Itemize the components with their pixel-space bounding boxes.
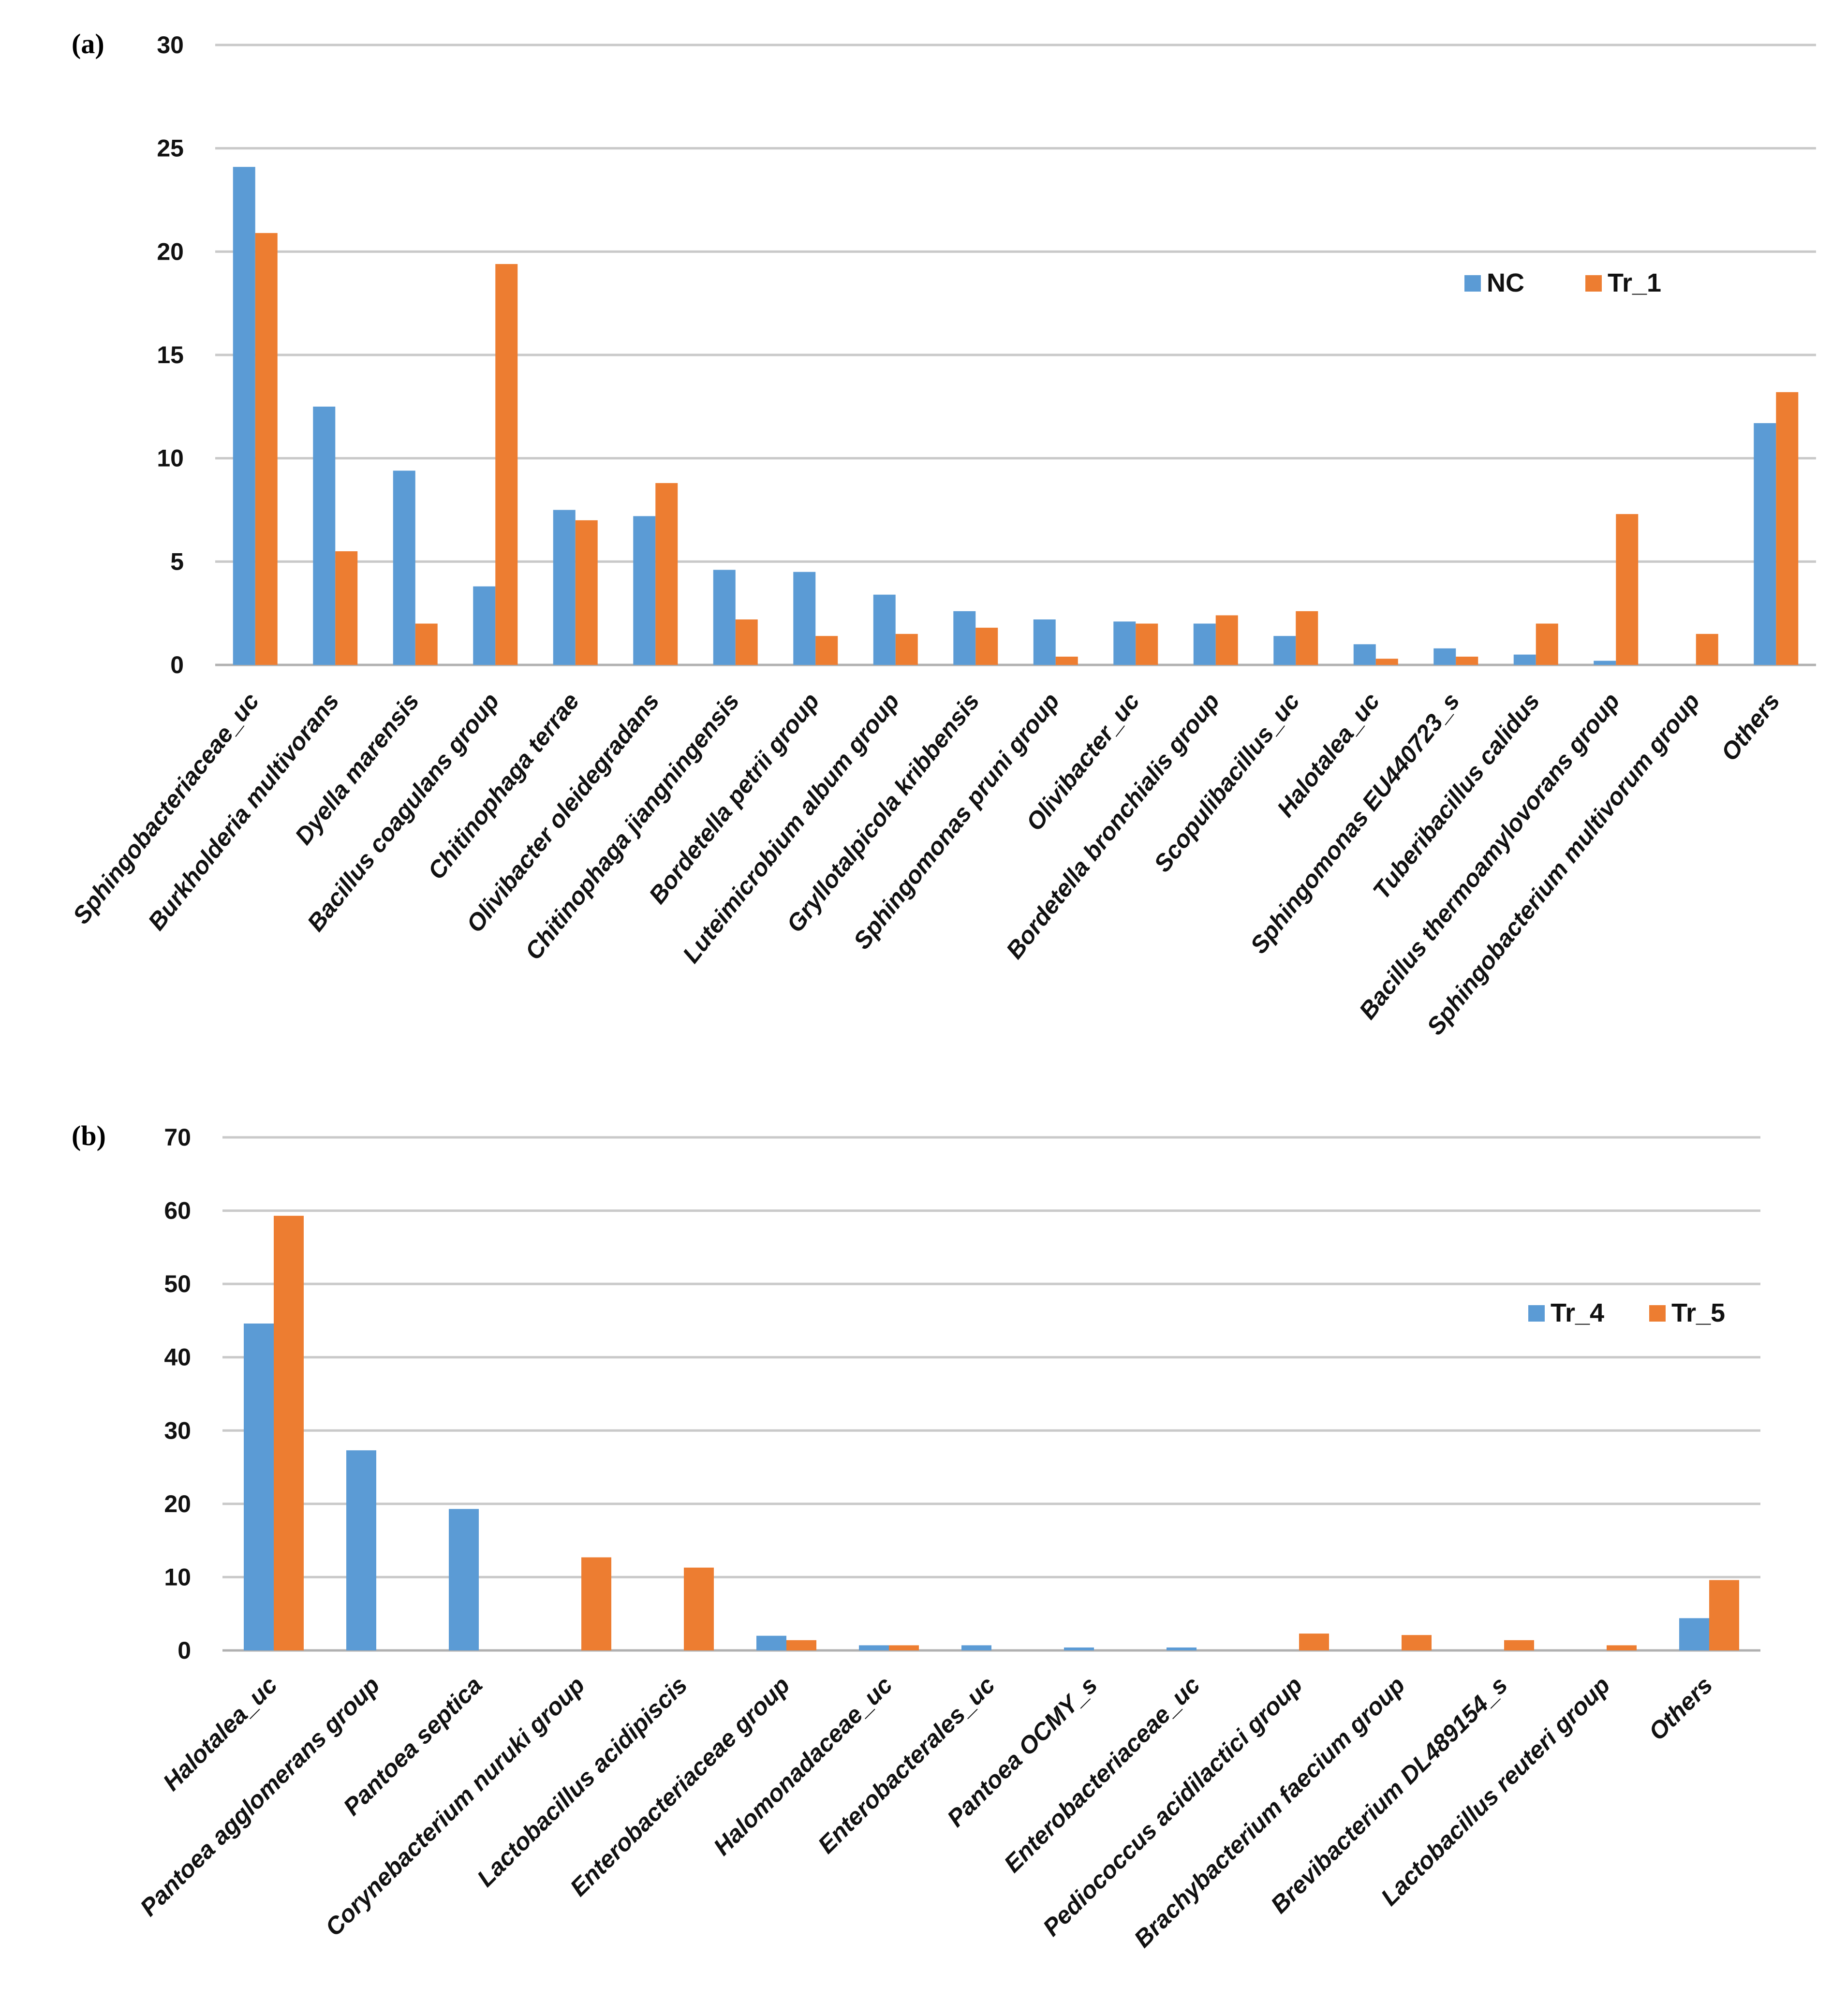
legend-label-tr-4: Tr_4 xyxy=(1551,1298,1604,1327)
legend-swatch-tr-5 xyxy=(1649,1305,1666,1322)
y-tick-label: 20 xyxy=(157,238,184,265)
y-tick-label: 30 xyxy=(157,31,184,59)
x-tick-label: Chitinophaga terrae xyxy=(423,688,585,884)
bar-tr-1-luteimicrobium-album-group xyxy=(895,633,918,665)
legend-swatch-tr-1 xyxy=(1585,275,1602,292)
bar-tr-1-sphingomonas-pruni-group xyxy=(1055,656,1078,665)
legend-swatch-nc xyxy=(1464,275,1481,292)
bar-nc-dyella-marensis xyxy=(393,471,415,665)
bar-tr-5-lactobacillus-reuteri-group xyxy=(1607,1645,1637,1650)
bar-nc-sphingomonas-pruni-group xyxy=(1033,619,1056,665)
y-tick-label: 60 xyxy=(164,1197,191,1224)
bar-tr-4-pantoea-septica xyxy=(449,1509,479,1650)
bar-tr-1-bacillus-thermoamylovorans-group xyxy=(1616,514,1639,665)
y-tick-label: 25 xyxy=(157,135,184,162)
y-tick-label: 30 xyxy=(164,1417,191,1444)
bar-tr-4-halotalea-uc xyxy=(244,1323,274,1650)
bar-nc-halotalea-uc xyxy=(1353,644,1376,665)
bar-nc-chitinophaga-jiangningensis xyxy=(713,570,736,665)
bar-tr-1-sphingomonas-eu440723-s xyxy=(1456,656,1478,665)
x-tick-label: Enterobacterales_uc xyxy=(813,1671,1000,1859)
bar-tr-1-halotalea-uc xyxy=(1375,659,1398,665)
y-tick-label: 70 xyxy=(164,1124,191,1151)
bar-tr-1-sphingobacterium-multivorum-group xyxy=(1696,633,1718,665)
bar-nc-scopulibacillus-uc xyxy=(1273,636,1296,665)
x-tick-label: Tuberibacillus calidus xyxy=(1368,688,1545,904)
legend-label-tr-1: Tr_1 xyxy=(1608,268,1661,297)
bar-nc-bordetella-bronchialis-group xyxy=(1193,623,1216,665)
bar-tr-5-lactobacillus-acidipiscis xyxy=(684,1567,714,1650)
y-tick-label: 15 xyxy=(157,341,184,368)
chart-panel-a: (a)051015202530Sphingobacteriaceae_ucBur… xyxy=(68,28,1816,1040)
bar-tr-5-halotalea-uc xyxy=(274,1216,304,1650)
bar-tr-1-scopulibacillus-uc xyxy=(1296,611,1318,665)
bar-nc-sphingobacteriaceae-uc xyxy=(233,167,255,665)
x-tick-label: Lactobacillus acidipiscis xyxy=(472,1671,693,1892)
bar-tr-1-tuberibacillus-calidus xyxy=(1536,623,1558,665)
panel-label-a: (a) xyxy=(72,28,104,59)
bar-tr-1-olivibacter-oleidegradans xyxy=(655,483,678,665)
bar-nc-sphingomonas-eu440723-s xyxy=(1433,648,1456,665)
legend-swatch-tr-4 xyxy=(1528,1305,1545,1322)
bar-tr-1-bordetella-bronchialis-group xyxy=(1215,615,1238,665)
bar-tr-4-halomonadaceae-uc xyxy=(859,1645,889,1650)
bar-tr-5-brevibacterium-dl489154-s xyxy=(1504,1640,1534,1650)
x-tick-label: Others xyxy=(1643,1671,1718,1746)
legend-label-nc: NC xyxy=(1487,268,1524,297)
bar-tr-5-corynebacterium-nuruki-group xyxy=(581,1557,611,1650)
x-tick-label: Scopulibacillus_uc xyxy=(1149,688,1305,877)
x-tick-label: Enterobacteriaceae_uc xyxy=(999,1671,1205,1878)
bar-nc-olivibacter-uc xyxy=(1113,621,1136,665)
y-tick-label: 5 xyxy=(170,548,184,575)
bar-tr-5-others xyxy=(1709,1580,1739,1650)
legend-label-tr-5: Tr_5 xyxy=(1671,1298,1725,1327)
bar-tr-1-others xyxy=(1776,392,1799,665)
y-tick-label: 20 xyxy=(164,1490,191,1517)
bar-tr-1-burkholderia-multivorans xyxy=(335,551,358,665)
bar-nc-gryllotalpicola-kribbensis xyxy=(953,611,976,665)
bar-tr-1-bacillus-coagulans-group xyxy=(495,264,518,665)
y-tick-label: 0 xyxy=(170,651,184,678)
bar-tr-4-pantoea-agglomerans-group xyxy=(346,1450,376,1650)
bar-nc-others xyxy=(1754,423,1776,665)
bar-nc-bacillus-coagulans-group xyxy=(473,586,496,665)
bar-tr-1-olivibacter-uc xyxy=(1136,623,1158,665)
y-tick-label: 0 xyxy=(177,1637,191,1664)
y-tick-label: 50 xyxy=(164,1270,191,1297)
bar-nc-tuberibacillus-calidus xyxy=(1513,654,1536,665)
bar-tr-1-sphingobacteriaceae-uc xyxy=(255,233,278,665)
panel-label-b: (b) xyxy=(72,1120,106,1151)
bar-nc-luteimicrobium-album-group xyxy=(873,594,896,665)
x-tick-label: Halomonadaceae_uc xyxy=(708,1671,897,1860)
bar-tr-1-chitinophaga-terrae xyxy=(575,520,598,665)
x-tick-label: Others xyxy=(1716,688,1785,765)
bar-tr-4-enterobacterales-uc xyxy=(961,1645,991,1650)
bar-nc-bordetella-petrii-group xyxy=(793,572,816,665)
bar-nc-burkholderia-multivorans xyxy=(313,406,336,665)
bar-tr-4-enterobacteriaceae-group xyxy=(756,1635,786,1650)
bar-nc-bacillus-thermoamylovorans-group xyxy=(1594,661,1616,665)
bar-tr-1-chitinophaga-jiangningensis xyxy=(735,619,758,665)
y-tick-label: 40 xyxy=(164,1344,191,1371)
bar-tr-1-dyella-marensis xyxy=(415,623,438,665)
bar-nc-chitinophaga-terrae xyxy=(553,510,576,665)
bar-tr-5-enterobacteriaceae-group xyxy=(786,1640,816,1650)
bar-tr-1-gryllotalpicola-kribbensis xyxy=(975,628,998,665)
bar-tr-4-others xyxy=(1679,1618,1709,1650)
bar-tr-5-halomonadaceae-uc xyxy=(889,1645,919,1650)
x-tick-label: Enterobacteriaceae group xyxy=(565,1671,795,1901)
bar-tr-4-pantoea-ocmy-s xyxy=(1064,1647,1094,1650)
bar-tr-1-bordetella-petrii-group xyxy=(815,636,838,665)
bar-tr-5-brachybacterium-faecium-group xyxy=(1402,1635,1432,1650)
bar-tr-5-pediococcus-acidilactici-group xyxy=(1299,1633,1329,1650)
bar-tr-4-enterobacteriaceae-uc xyxy=(1167,1647,1197,1650)
y-tick-label: 10 xyxy=(157,445,184,472)
y-tick-label: 10 xyxy=(164,1563,191,1590)
bar-nc-olivibacter-oleidegradans xyxy=(633,516,656,665)
